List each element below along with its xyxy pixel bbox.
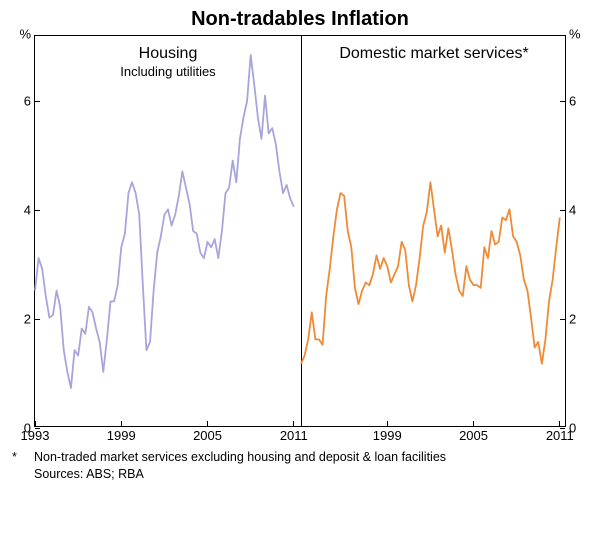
panel-housing: HousingIncluding utilities19931999200520… [35, 36, 302, 426]
chart-container: Non-tradables Inflation % % 00224466Hous… [0, 0, 600, 493]
x-tick-label: 2011 [546, 426, 574, 443]
x-tick-label: 2005 [193, 426, 222, 443]
footnote-symbol: * [12, 449, 34, 466]
y-tick-label-left: 6 [24, 94, 35, 109]
series-services [301, 36, 567, 426]
chart-title: Non-tradables Inflation [12, 8, 588, 31]
plot-area: % % 00224466HousingIncluding utilities19… [34, 35, 566, 427]
x-tick-label: 1993 [21, 426, 50, 443]
footnote-text: Non-traded market services excluding hou… [34, 449, 446, 466]
y-tick-label-left: 4 [24, 203, 35, 218]
series-housing [35, 36, 301, 426]
panel-services: Domestic market services*199920052011 [301, 36, 567, 426]
y-unit-left: % [19, 27, 35, 42]
sources-label: Sources: [34, 467, 83, 481]
sources-value: ABS; RBA [86, 467, 144, 481]
sources-line: Sources: ABS; RBA [34, 466, 144, 483]
x-tick-label: 2005 [459, 426, 488, 443]
x-tick-label: 1999 [373, 426, 402, 443]
y-tick-label-left: 2 [24, 312, 35, 327]
x-tick-label: 2011 [280, 426, 308, 443]
y-unit-right: % [565, 27, 581, 42]
chart-footnotes: * Non-traded market services excluding h… [12, 449, 588, 483]
x-tick-label: 1999 [107, 426, 136, 443]
